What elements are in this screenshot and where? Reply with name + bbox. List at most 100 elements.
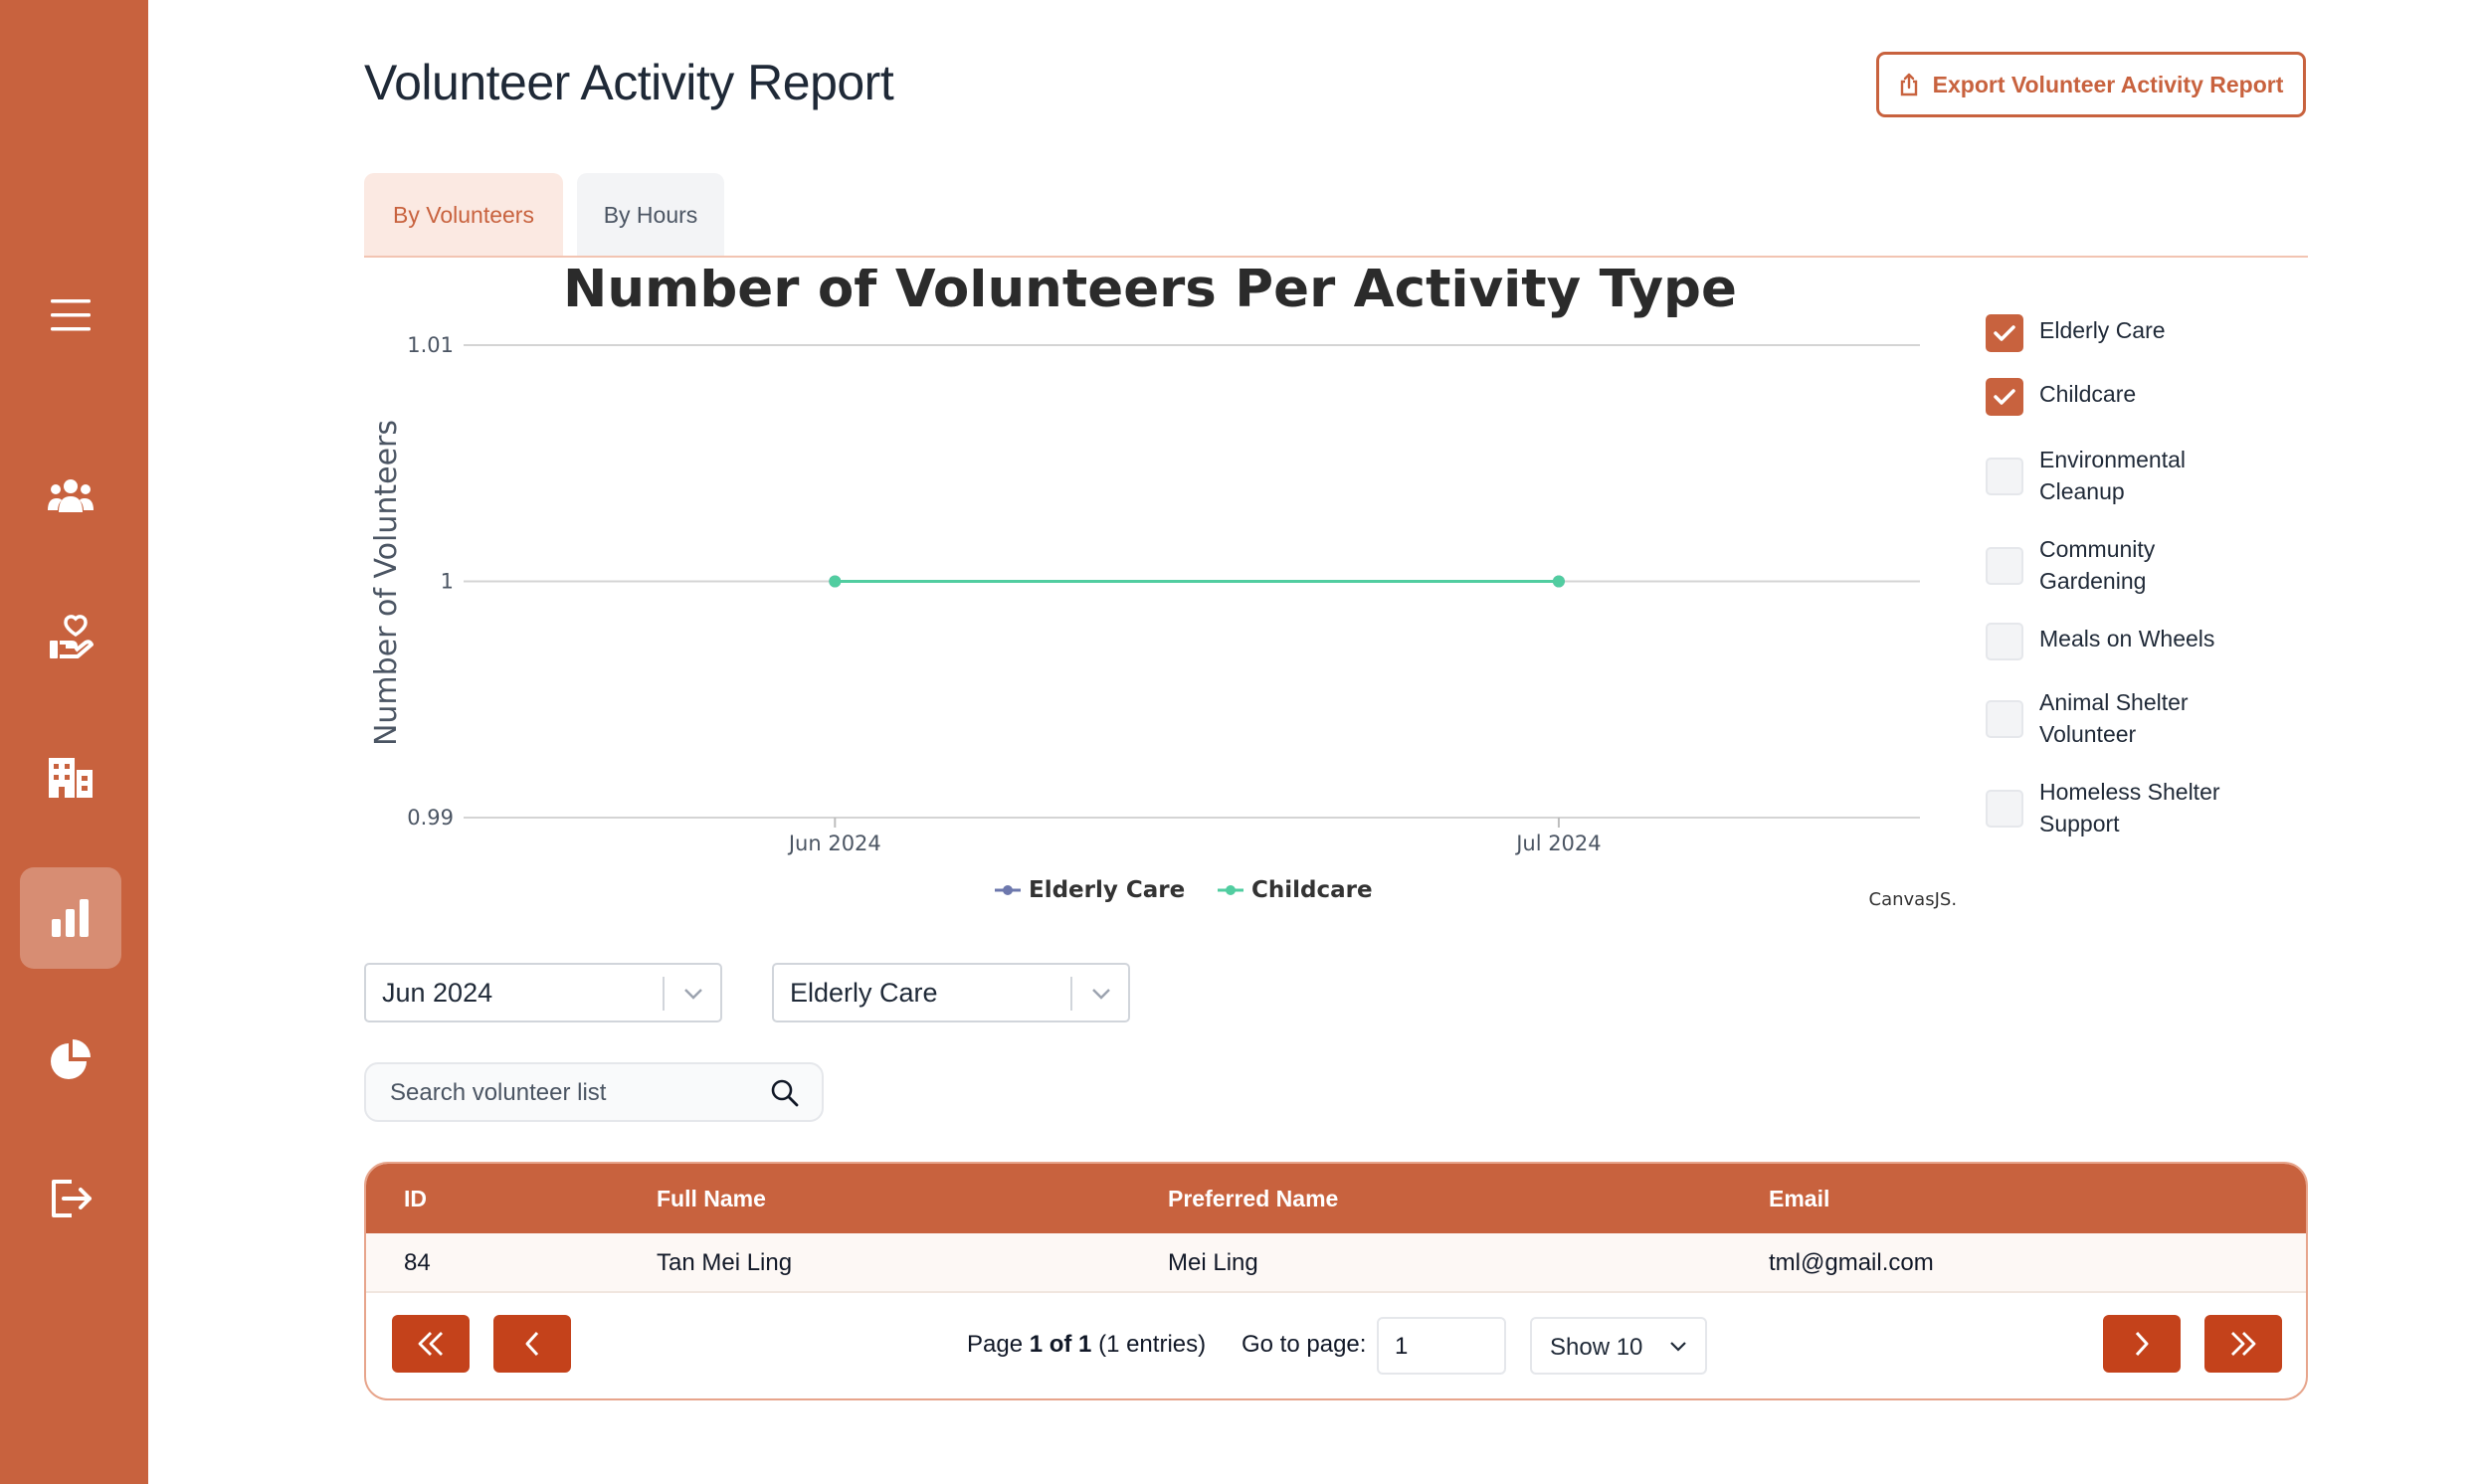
chart-x-tick-label: Jun 2024 — [787, 832, 881, 855]
table-header: ID Full Name Preferred Name Email — [366, 1164, 2306, 1233]
page-size-select[interactable]: Show 10 — [1530, 1317, 1707, 1375]
month-select-value: Jun 2024 — [382, 978, 493, 1008]
search-placeholder: Search volunteer list — [390, 1079, 607, 1106]
sidebar-item-reports[interactable] — [20, 867, 121, 969]
hand-heart-icon — [50, 615, 94, 658]
legend-marker-dot — [1003, 885, 1013, 895]
activity-select[interactable]: Elderly Care — [772, 963, 1130, 1022]
chart-y-tick-label: 1.01 — [407, 333, 454, 357]
logout-icon — [52, 1180, 92, 1217]
checkbox[interactable] — [1986, 547, 2023, 585]
filter-label: Homeless Shelter Support — [2039, 779, 2220, 836]
chart-y-tick-label: 0.99 — [407, 806, 454, 830]
filter-animal-shelter-volunteer[interactable]: Animal Shelter Volunteer — [1986, 686, 2268, 750]
bar-chart-icon — [52, 899, 89, 937]
filter-homeless-shelter-support[interactable]: Homeless Shelter Support — [1986, 776, 2268, 839]
page-title: Volunteer Activity Report — [364, 55, 894, 110]
filter-childcare[interactable]: Childcare — [1986, 378, 2268, 416]
menu-toggle-button[interactable] — [20, 265, 121, 366]
check-icon — [1994, 325, 2015, 341]
line-chart: Number of Volunteers Per Activity Type N… — [369, 269, 1956, 910]
users-group-icon — [48, 479, 94, 512]
chevron-left-icon — [525, 1331, 539, 1357]
filter-label: Community Gardening — [2039, 536, 2156, 594]
search-input[interactable]: Search volunteer list — [364, 1062, 824, 1122]
next-page-button[interactable] — [2103, 1315, 2181, 1373]
chart-credit[interactable]: CanvasJS.com — [1869, 889, 1956, 910]
chart-title: Number of Volunteers Per Activity Type — [563, 269, 1737, 319]
sidebar-item-activities[interactable] — [20, 587, 121, 688]
sidebar-item-volunteers[interactable] — [20, 446, 121, 547]
chart-x-tick-label: Jul 2024 — [1514, 832, 1601, 855]
chart-y-tick-label: 1 — [441, 570, 454, 594]
chevron-down-icon — [684, 989, 702, 1000]
sidebar-item-logout[interactable] — [20, 1148, 121, 1249]
sidebar-item-organisations[interactable] — [20, 726, 121, 828]
page-entries: (1 entries) — [1091, 1331, 1207, 1358]
column-header-email[interactable]: Email — [1769, 1186, 1830, 1211]
export-button-label: Export Volunteer Activity Report — [1932, 71, 2284, 97]
checkbox[interactable] — [1986, 623, 2023, 660]
cell-email: tml@gmail.com — [1769, 1249, 1934, 1276]
page-size-value: Show 10 — [1550, 1334, 1643, 1361]
check-icon — [1994, 389, 2015, 405]
first-page-button[interactable] — [392, 1315, 470, 1373]
legend-marker-dot — [1226, 885, 1236, 895]
filter-label: Meals on Wheels — [2039, 626, 2215, 651]
checkbox[interactable] — [1986, 378, 2023, 416]
chevron-down-icon — [1670, 1342, 1686, 1352]
export-report-button[interactable]: Export Volunteer Activity Report — [1876, 52, 2306, 117]
table-row[interactable]: 84 Tan Mei Ling Mei Ling tml@gmail.com — [366, 1233, 2306, 1293]
tab-divider — [364, 256, 2308, 258]
filter-meals-on-wheels[interactable]: Meals on Wheels — [1986, 623, 2268, 660]
page-info: Page 1 of 1 (1 entries) — [967, 1331, 1206, 1359]
month-select[interactable]: Jun 2024 — [364, 963, 722, 1022]
select-separator — [663, 977, 665, 1011]
chart-point — [829, 575, 842, 588]
filter-label: Animal Shelter Volunteer — [2039, 689, 2189, 747]
previous-page-button[interactable] — [493, 1315, 571, 1373]
building-icon — [49, 758, 93, 798]
legend-label: Childcare — [1251, 877, 1373, 903]
chevrons-right-icon — [2231, 1332, 2256, 1356]
pie-chart-icon — [51, 1039, 91, 1079]
select-separator — [1070, 977, 1072, 1011]
filter-community-gardening[interactable]: Community Gardening — [1986, 533, 2268, 597]
sidebar — [0, 0, 148, 1484]
goto-page-label: Go to page: — [1242, 1331, 1367, 1358]
tab-by-volunteers[interactable]: By Volunteers — [364, 173, 563, 257]
filter-label: Elderly Care — [2039, 317, 2166, 343]
sidebar-item-statistics[interactable] — [20, 1009, 121, 1110]
activity-select-value: Elderly Care — [790, 978, 938, 1008]
cell-preferred-name: Mei Ling — [1168, 1249, 1258, 1276]
goto-page-value: 1 — [1395, 1333, 1409, 1360]
last-page-button[interactable] — [2204, 1315, 2282, 1373]
checkbox[interactable] — [1986, 790, 2023, 828]
column-header-id[interactable]: ID — [404, 1186, 427, 1211]
filter-label: Childcare — [2039, 381, 2137, 407]
column-header-full-name[interactable]: Full Name — [657, 1186, 766, 1211]
chevrons-left-icon — [418, 1332, 443, 1356]
chart-point — [1552, 575, 1565, 588]
search-icon[interactable] — [770, 1078, 800, 1108]
volunteer-table: ID Full Name Preferred Name Email 84 Tan… — [364, 1162, 2308, 1400]
page-prefix: Page — [967, 1331, 1030, 1358]
chart-y-axis-label: Number of Volunteers — [369, 420, 404, 746]
legend-label: Elderly Care — [1029, 877, 1185, 903]
chevron-down-icon — [1092, 989, 1110, 1000]
column-header-preferred-name[interactable]: Preferred Name — [1168, 1186, 1339, 1211]
filter-elderly-care[interactable]: Elderly Care — [1986, 314, 2268, 352]
filter-label: Environmental Cleanup — [2039, 447, 2187, 504]
tab-by-hours[interactable]: By Hours — [577, 173, 724, 257]
hamburger-menu-icon — [51, 299, 91, 331]
chevron-right-icon — [2135, 1331, 2149, 1357]
cell-full-name: Tan Mei Ling — [657, 1249, 793, 1276]
goto-page-input[interactable]: 1 — [1377, 1317, 1506, 1375]
checkbox[interactable] — [1986, 458, 2023, 495]
cell-id: 84 — [404, 1249, 431, 1276]
checkbox[interactable] — [1986, 700, 2023, 738]
filter-environmental-cleanup[interactable]: Environmental Cleanup — [1986, 444, 2268, 507]
checkbox[interactable] — [1986, 314, 2023, 352]
page-value: 1 of 1 — [1029, 1331, 1092, 1358]
export-icon — [1900, 73, 1917, 96]
